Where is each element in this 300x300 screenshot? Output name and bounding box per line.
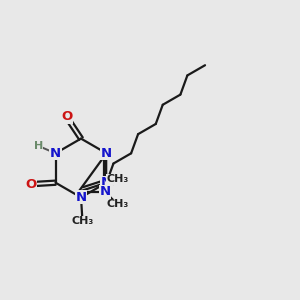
Text: N: N	[50, 147, 61, 160]
Text: N: N	[101, 147, 112, 160]
Text: O: O	[25, 178, 37, 191]
Text: CH₃: CH₃	[71, 216, 94, 226]
Text: H: H	[34, 141, 43, 151]
Text: N: N	[75, 191, 87, 204]
Text: N: N	[99, 185, 110, 198]
Text: N: N	[101, 176, 112, 189]
Text: O: O	[61, 110, 72, 124]
Text: CH₃: CH₃	[106, 175, 128, 184]
Text: CH₃: CH₃	[106, 199, 128, 209]
